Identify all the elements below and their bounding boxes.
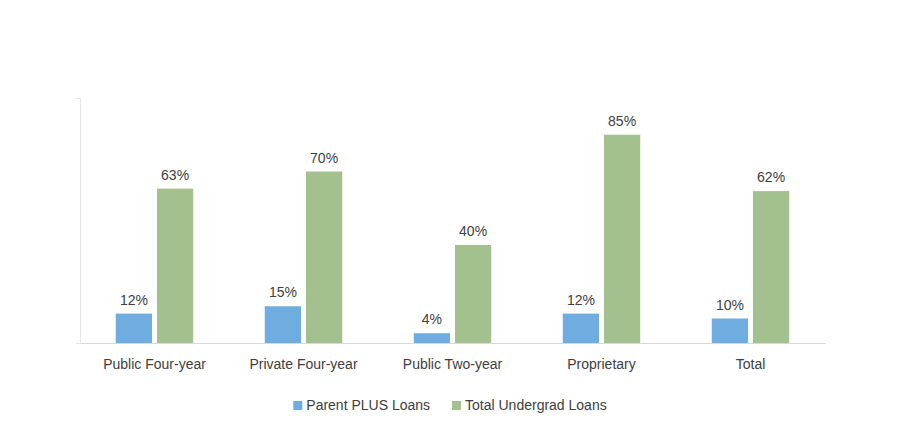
x-axis-line: [81, 343, 826, 344]
data-label: 15%: [269, 284, 297, 300]
bar: [604, 135, 640, 343]
legend-label: Total Undergrad Loans: [465, 397, 607, 413]
y-tick: [76, 343, 80, 344]
bar: [563, 314, 599, 343]
x-tick: Private Four-year: [249, 356, 357, 372]
data-label: 85%: [608, 113, 636, 129]
data-label: 62%: [757, 169, 785, 185]
data-label: 70%: [310, 150, 338, 166]
chart: 12% 15% 4% 12% 10% 63% 70% 40% 85% 62% Public Four…: [0, 0, 900, 425]
legend-item: Total Undergrad Loans: [452, 397, 607, 413]
bar: [157, 189, 193, 343]
x-tick: Public Two-year: [403, 356, 503, 372]
x-tick-label: Private Four-year: [249, 356, 357, 372]
legend-swatch: [293, 401, 302, 410]
bar: [265, 306, 301, 343]
bar: [306, 172, 342, 344]
x-tick-label: Public Two-year: [403, 356, 503, 372]
bar: [414, 333, 450, 343]
data-label: 12%: [567, 292, 595, 308]
x-axis: Public Four-year Private Four-year Public …: [81, 344, 826, 372]
data-label: 4%: [422, 311, 442, 327]
legend-swatch: [452, 401, 461, 410]
data-label: 10%: [716, 297, 744, 313]
legend-item: Parent PLUS Loans: [293, 397, 430, 413]
y-tick-mark: [76, 343, 80, 344]
x-tick-label: Proprietary: [567, 356, 635, 372]
x-tick-label: Public Four-year: [103, 356, 206, 372]
y-axis: [76, 99, 81, 344]
data-label: 40%: [459, 223, 487, 239]
x-tick: Proprietary: [567, 356, 635, 372]
data-labels: 12% 15% 4% 12% 10% 63% 70% 40% 85% 62%: [120, 113, 785, 327]
bars: [116, 135, 789, 343]
x-tick: Public Four-year: [103, 356, 206, 372]
bar: [712, 319, 748, 344]
y-tick: [76, 98, 80, 99]
bar: [455, 245, 491, 343]
y-tick-mark: [76, 98, 80, 99]
legend: Parent PLUS Loans Total Undergrad Loans: [293, 397, 606, 413]
x-tick: Total: [736, 356, 766, 372]
data-label: 12%: [120, 292, 148, 308]
bar: [753, 191, 789, 343]
legend-label: Parent PLUS Loans: [306, 397, 430, 413]
y-axis-line: [76, 99, 81, 344]
data-label: 63%: [161, 167, 189, 183]
bar: [116, 314, 152, 343]
x-tick-label: Total: [736, 356, 766, 372]
